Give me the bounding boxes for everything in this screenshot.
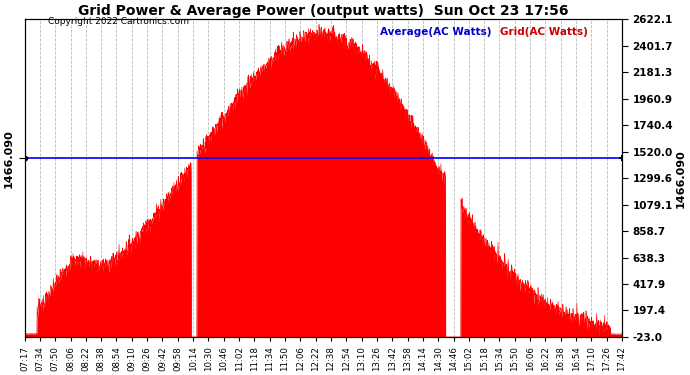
Text: Average(AC Watts): Average(AC Watts) [380, 27, 491, 37]
Text: Copyright 2022 Cartronics.com: Copyright 2022 Cartronics.com [48, 17, 189, 26]
Text: Grid(AC Watts): Grid(AC Watts) [500, 27, 587, 37]
Title: Grid Power & Average Power (output watts)  Sun Oct 23 17:56: Grid Power & Average Power (output watts… [78, 4, 569, 18]
Y-axis label: 1466.090: 1466.090 [676, 149, 686, 207]
